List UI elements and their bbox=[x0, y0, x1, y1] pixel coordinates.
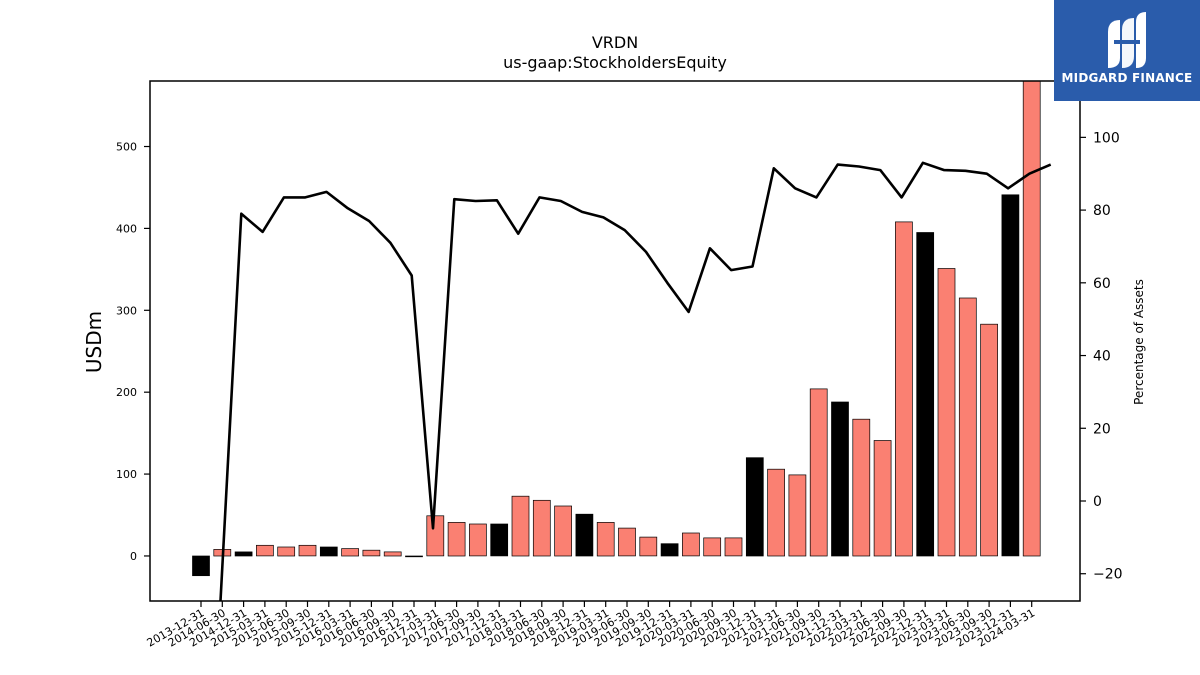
y2-tick-label: 40 bbox=[1093, 349, 1111, 365]
bar bbox=[575, 513, 594, 557]
bar bbox=[703, 537, 722, 557]
bar bbox=[192, 555, 210, 577]
bar bbox=[490, 523, 509, 557]
bar bbox=[660, 543, 679, 557]
bar bbox=[298, 544, 317, 557]
bar bbox=[916, 232, 935, 557]
bar bbox=[362, 549, 381, 557]
y2-tick-label: 20 bbox=[1093, 421, 1111, 437]
y-tick-label: 100 bbox=[116, 468, 137, 481]
y-tick-label: 0 bbox=[130, 550, 137, 563]
x-axis: 2013-12-312014-06-302014-12-312015-03-31… bbox=[145, 601, 1037, 650]
bar bbox=[1001, 194, 1020, 557]
bar bbox=[341, 548, 359, 557]
y-axis: 0 100 200 300 400 500 bbox=[116, 141, 150, 563]
y-axis-label: USDm bbox=[82, 311, 106, 373]
y2-tick-label: 0 bbox=[1093, 494, 1102, 510]
bar bbox=[852, 418, 871, 557]
bar bbox=[554, 505, 572, 557]
bar bbox=[596, 522, 615, 557]
line-series bbox=[219, 161, 1052, 601]
bar bbox=[873, 440, 892, 557]
percentage-line bbox=[219, 161, 1052, 601]
bar bbox=[831, 401, 849, 557]
y2-tick-label: 80 bbox=[1093, 203, 1111, 219]
y2-axis-label: Percentage of Assets bbox=[1132, 279, 1146, 405]
chart-title: VRDN bbox=[592, 33, 638, 52]
y-tick-label: 400 bbox=[116, 222, 137, 235]
bar bbox=[895, 221, 913, 557]
bar bbox=[532, 499, 551, 557]
plot-frame bbox=[149, 80, 1081, 602]
midgard-finance-logo: MIDGARD FINANCE bbox=[1054, 0, 1200, 101]
chart-subtitle: us-gaap:StockholdersEquity bbox=[503, 53, 727, 72]
bar bbox=[788, 474, 807, 557]
y2-tick-label: 60 bbox=[1093, 276, 1111, 292]
bar bbox=[383, 551, 402, 557]
bar bbox=[767, 468, 785, 557]
y-tick-label: 300 bbox=[116, 304, 137, 317]
bar bbox=[724, 537, 743, 557]
bar bbox=[618, 527, 636, 557]
bar bbox=[745, 457, 764, 557]
bar bbox=[447, 522, 466, 557]
y2-tick-label: 100 bbox=[1093, 130, 1120, 146]
y2-axis: −20 0 20 40 60 80 100 bbox=[1080, 130, 1123, 583]
bar bbox=[469, 523, 487, 557]
bar bbox=[405, 555, 423, 558]
y-tick-label: 500 bbox=[116, 141, 137, 154]
bar bbox=[426, 515, 445, 557]
y-tick-label: 200 bbox=[116, 386, 137, 399]
bar bbox=[958, 297, 977, 557]
bar bbox=[937, 268, 956, 557]
bar bbox=[1022, 81, 1041, 557]
y2-tick-label: −20 bbox=[1093, 567, 1123, 583]
bar bbox=[256, 544, 274, 557]
bar bbox=[511, 495, 530, 557]
bar bbox=[234, 551, 253, 557]
bar bbox=[682, 532, 700, 557]
midgard-logo-icon bbox=[1108, 12, 1146, 68]
bar-series bbox=[192, 81, 1041, 577]
bar bbox=[319, 546, 338, 557]
bar bbox=[639, 536, 658, 557]
bar bbox=[809, 388, 828, 557]
logo-text: MIDGARD FINANCE bbox=[1061, 71, 1193, 85]
bar bbox=[980, 323, 998, 557]
bar bbox=[277, 546, 296, 557]
